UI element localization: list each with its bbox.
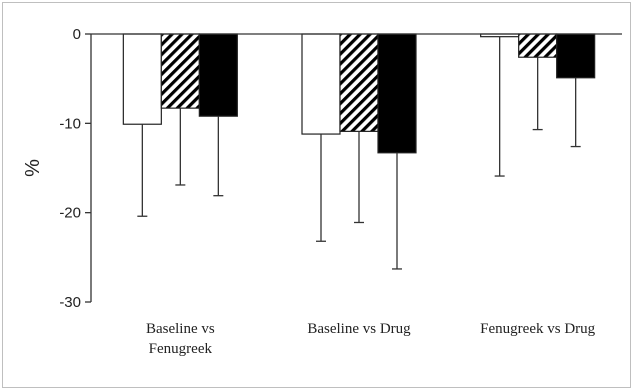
x-category-label: Fenugreek vs Drug bbox=[480, 321, 595, 337]
x-category-label: Fenugreek bbox=[149, 341, 213, 357]
bar bbox=[160, 33, 200, 109]
y-tick-label: -30 bbox=[59, 294, 81, 311]
y-axis-label: % bbox=[22, 159, 44, 177]
bar bbox=[377, 33, 417, 154]
y-tick-label: -10 bbox=[59, 115, 81, 132]
bar bbox=[301, 33, 341, 135]
x-category-label: Baseline vs bbox=[146, 321, 215, 337]
bar-chart: 0 -10 -20 -30% Baseline vs Fenugreek Baseline … bbox=[22, 26, 622, 357]
chart-frame: 0 -10 -20 -30% Baseline vs Fenugreek Baseline … bbox=[2, 2, 631, 388]
y-tick-label: 0 bbox=[73, 26, 81, 43]
bar bbox=[122, 33, 162, 125]
bar bbox=[556, 33, 596, 79]
bar bbox=[518, 33, 558, 58]
bar bbox=[198, 33, 238, 117]
bar bbox=[339, 33, 379, 132]
y-tick-label: -20 bbox=[59, 205, 81, 222]
x-category-label: Baseline vs Drug bbox=[307, 321, 411, 337]
